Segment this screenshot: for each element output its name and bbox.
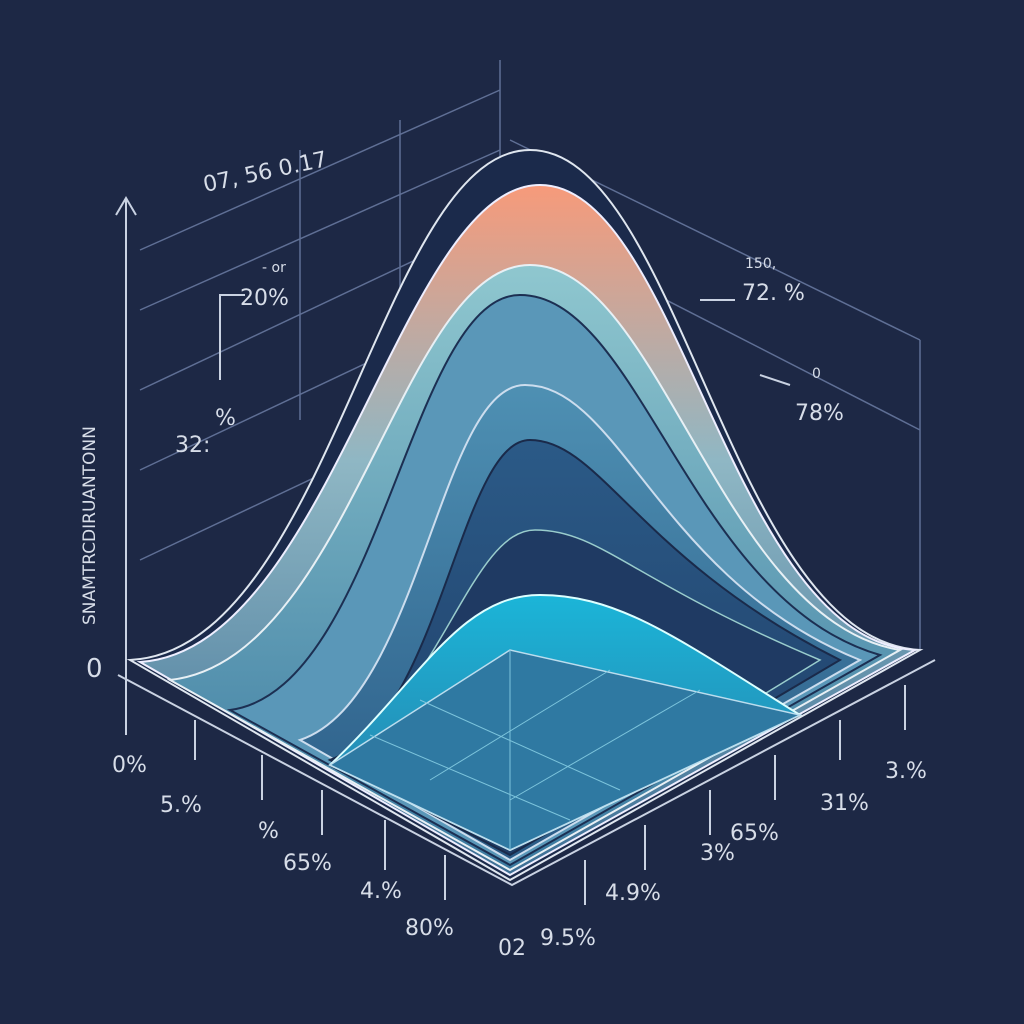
- right-axis-labels: 02 9.5% 4.9% 3%65% 31% 3.%: [498, 759, 927, 961]
- surface: [126, 148, 924, 882]
- annotation: 20%: [240, 286, 289, 311]
- annotation: 150,: [745, 256, 776, 272]
- left-axis-labels: 0% 5.%%65% 4.%80%: [112, 753, 454, 941]
- axes: [115, 196, 936, 905]
- leader-lines: [219, 294, 791, 386]
- axis-label: 02: [498, 936, 526, 961]
- axis-label: 4.%: [360, 879, 402, 904]
- axis-label: 4.9%: [605, 881, 661, 906]
- axis-label: 0%: [112, 753, 147, 778]
- annotation: 32:: [175, 433, 210, 458]
- axis-label: 9.5%: [540, 926, 596, 951]
- axis-label: 65%: [283, 851, 332, 876]
- axis-label: 5.%: [160, 793, 202, 818]
- axis-label: %: [258, 819, 279, 844]
- axis-title: SNAMTRCDIRUANTONN: [80, 426, 100, 625]
- annotation: - or: [262, 260, 286, 276]
- axis-label: 65%: [730, 821, 779, 846]
- annotation: %: [215, 406, 236, 431]
- axis-label: 3%: [700, 841, 735, 866]
- annotation: 78%: [795, 401, 844, 426]
- annotation: 72. %: [742, 281, 805, 306]
- axis-label: 31%: [820, 791, 869, 816]
- axis-label: 80%: [405, 916, 454, 941]
- axis-label: 3.%: [885, 759, 927, 784]
- annotation: 0: [812, 366, 821, 382]
- origin-label: 0: [86, 654, 103, 684]
